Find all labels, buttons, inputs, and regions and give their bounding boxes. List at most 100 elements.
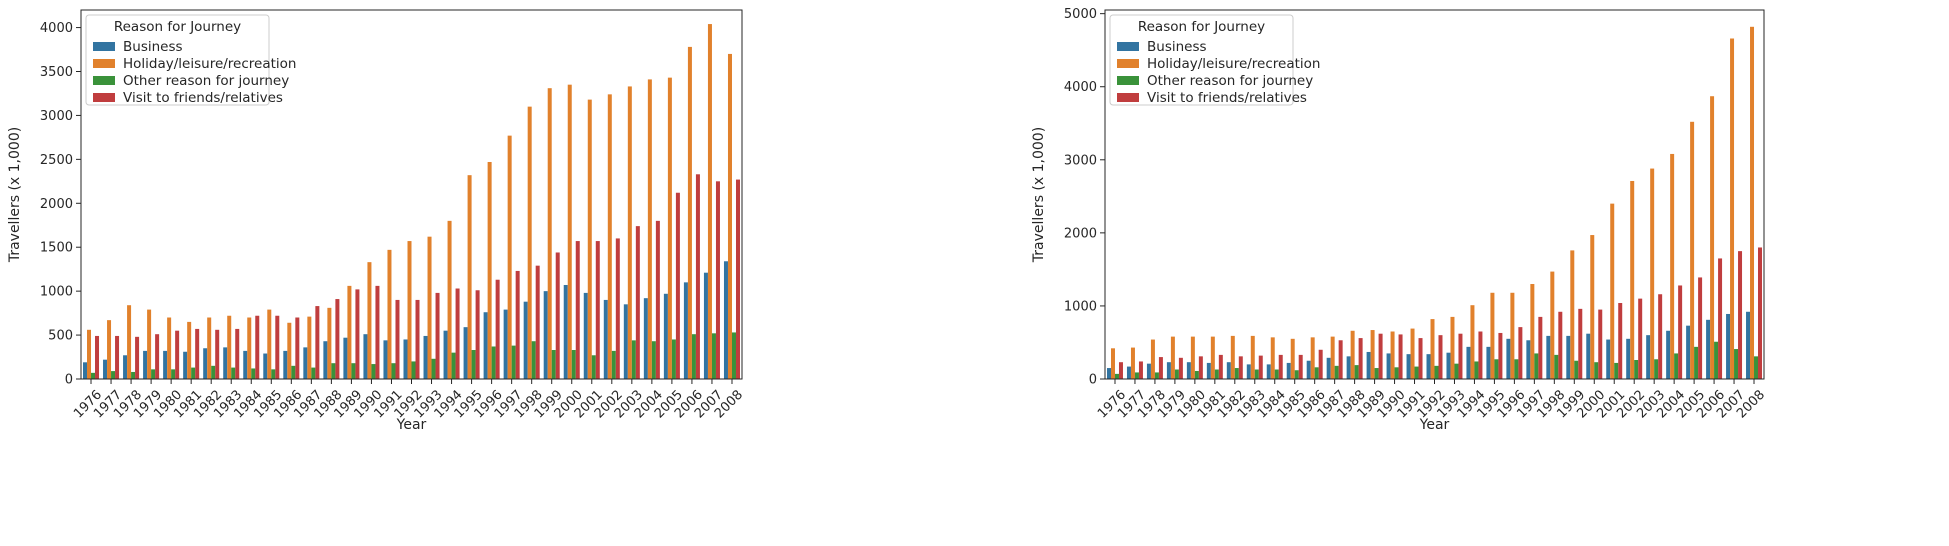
bar-1997-4: [515, 270, 520, 379]
bar-1989-4: [355, 289, 360, 379]
bar-1984-2: [1270, 337, 1275, 379]
bar-2007-3: [711, 333, 716, 379]
bar-1993-2: [1450, 316, 1455, 379]
legend-entry: Business: [123, 39, 183, 55]
bar-2008-1: [723, 261, 728, 379]
bar-1997-1: [503, 309, 508, 379]
bar-1979-2: [1170, 336, 1175, 379]
bar-2002-3: [611, 350, 616, 379]
bar-1979-3: [151, 369, 156, 379]
bar-1990-3: [371, 364, 376, 379]
bar-1981-3: [1214, 369, 1219, 379]
bar-1999-3: [1574, 360, 1579, 379]
bar-2008-3: [731, 332, 736, 379]
bar-1983-4: [235, 328, 240, 379]
bar-2004-2: [647, 79, 652, 380]
bar-1981-4: [195, 328, 200, 379]
bar-1998-2: [527, 106, 532, 380]
bar-1983-2: [227, 315, 232, 379]
bar-1993-4: [1458, 333, 1463, 379]
series-1: [1106, 311, 1751, 379]
bar-1988-2: [327, 307, 332, 379]
bar-2002-1: [603, 299, 608, 379]
bar-1998-3: [1554, 354, 1559, 379]
bar-2000-1: [1586, 333, 1591, 379]
bar-1995-4: [1498, 332, 1503, 379]
bar-2000-4: [575, 241, 580, 379]
bar-1976-3: [1114, 373, 1119, 379]
bar-1991-2: [1410, 328, 1415, 379]
bar-1996-4: [495, 279, 500, 379]
bar-1981-2: [187, 321, 192, 379]
bar-2003-3: [631, 340, 636, 379]
legend-box: [1109, 14, 1294, 106]
bar-2006-3: [1714, 341, 1719, 379]
bar-1991-3: [391, 363, 396, 379]
legend-swatch: [93, 93, 115, 102]
bar-2001-4: [1618, 303, 1623, 379]
bar-1977-3: [1134, 372, 1139, 379]
legend: Reason for Journey BusinessHoliday/leisur…: [1109, 14, 1320, 106]
bar-2007-2: [707, 24, 712, 380]
bar-1981-4: [1218, 354, 1223, 379]
bar-2002-4: [615, 238, 620, 379]
bar-2008-1: [1746, 311, 1751, 379]
bar-1999-1: [543, 291, 548, 379]
legend-swatch: [93, 59, 115, 68]
bar-2005-1: [663, 293, 668, 379]
bar-1977-3: [111, 371, 116, 379]
bar-1978-2: [127, 305, 132, 379]
bar-1980-2: [1190, 336, 1195, 379]
bar-1980-3: [171, 369, 176, 379]
bar-1983-3: [231, 367, 236, 379]
y-tick-label: 3000: [40, 109, 73, 124]
bar-1996-4: [1518, 327, 1523, 379]
bar-1990-4: [375, 285, 380, 379]
bar-1989-2: [347, 285, 352, 379]
bar-2001-2: [587, 99, 592, 379]
y-tick-label: 4000: [40, 21, 73, 36]
bar-2004-1: [1666, 330, 1671, 379]
bar-1994-2: [1470, 305, 1475, 379]
y-axis-label: Travellers (x 1,000): [1031, 127, 1047, 263]
bar-1979-4: [155, 334, 160, 379]
bar-1998-1: [1546, 335, 1551, 379]
bar-1996-3: [491, 346, 496, 379]
bar-1994-3: [1474, 361, 1479, 379]
bar-1984-1: [243, 350, 248, 379]
bar-1984-4: [255, 315, 260, 379]
bar-1995-1: [463, 327, 468, 379]
legend-entry: Visit to friends/relatives: [1147, 90, 1307, 106]
bar-2000-2: [567, 84, 572, 379]
chart-2: 0100020003000400050001976197719781979198…: [1031, 7, 1768, 433]
bar-2000-3: [571, 350, 576, 379]
bar-1995-3: [471, 350, 476, 379]
bar-1993-3: [431, 358, 436, 379]
y-tick-label: 0: [1089, 373, 1097, 388]
bar-2001-4: [595, 241, 600, 379]
bar-1993-2: [427, 236, 432, 379]
bar-1994-3: [451, 352, 456, 379]
bar-1978-4: [135, 336, 140, 379]
y-tick-label: 3000: [1064, 153, 1097, 168]
bar-2003-1: [1646, 335, 1651, 379]
legend-title: Reason for Journey: [1138, 19, 1265, 35]
bar-1997-2: [1530, 284, 1535, 379]
y-tick-label: 1000: [1064, 299, 1097, 314]
bar-1977-4: [1138, 361, 1143, 379]
bar-1995-2: [1490, 292, 1495, 379]
bar-1995-3: [1494, 359, 1499, 379]
bar-1984-3: [251, 368, 256, 379]
bar-1988-4: [335, 299, 340, 379]
bar-1977-1: [103, 359, 108, 379]
legend-swatch: [1117, 76, 1139, 85]
bar-1995-1: [1486, 346, 1491, 379]
bar-1997-2: [507, 135, 512, 379]
series-2: [1110, 26, 1755, 380]
bar-1982-2: [207, 317, 212, 379]
y-tick-label: 1000: [40, 285, 73, 300]
bar-1983-1: [1246, 364, 1251, 379]
bar-2003-2: [627, 86, 632, 379]
bar-1992-2: [1430, 319, 1435, 379]
bar-1996-1: [483, 312, 488, 379]
